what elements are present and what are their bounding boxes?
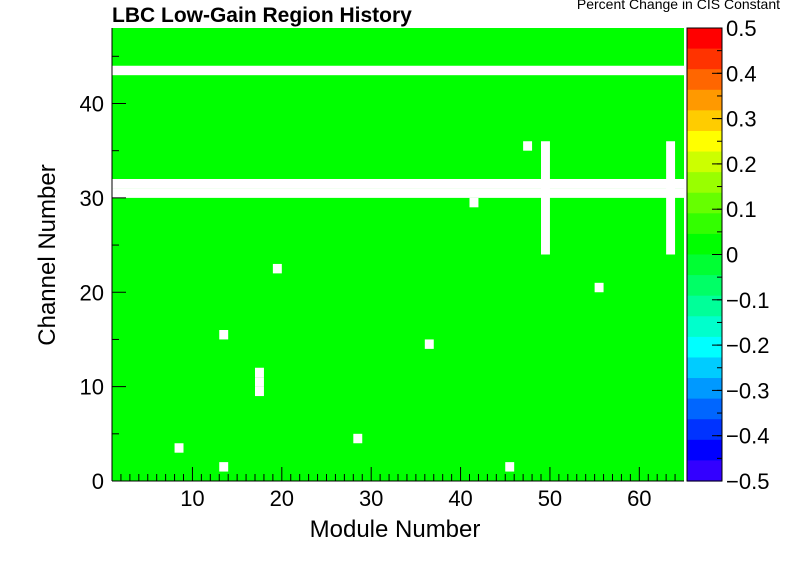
z-tick-label: 0	[726, 243, 738, 268]
x-tick-label: 50	[538, 486, 562, 511]
heatmap-fill	[112, 28, 684, 481]
chart-title: LBC Low-Gain Region History	[112, 4, 412, 27]
empty-row-channel-43	[112, 65, 684, 76]
palette-segment	[687, 151, 722, 173]
empty-cell-m19-ch22	[272, 263, 282, 274]
z-axis-title: Percent Change in CIS Constant	[576, 0, 780, 12]
empty-row-channel-31	[112, 179, 684, 189]
empty-cell-m17-ch10	[255, 377, 264, 387]
empty-cell-m36-ch14	[424, 339, 434, 349]
palette-segment	[687, 419, 722, 441]
empty-cell-m45-ch1	[505, 462, 515, 472]
z-tick-label: 0.2	[726, 152, 757, 177]
palette-segment	[687, 89, 722, 111]
z-tick-label: 0.3	[726, 107, 757, 132]
x-tick-label: 10	[180, 486, 204, 511]
palette-segment	[687, 130, 722, 153]
palette-segment	[687, 398, 722, 420]
palette-segment	[687, 439, 722, 462]
z-tick-label: −0.4	[726, 424, 769, 449]
empty-cell-m28-ch4	[353, 433, 363, 444]
palette-segment	[687, 254, 722, 276]
z-tick-label: −0.3	[726, 378, 769, 403]
y-tick-label: 0	[92, 469, 104, 494]
empty-cell-m41-ch29	[469, 197, 479, 208]
z-tick-label: −0.2	[726, 333, 769, 358]
empty-cells-module-63	[666, 141, 676, 255]
y-tick-label: 30	[80, 186, 104, 211]
palette-segment	[687, 275, 722, 297]
y-tick-label: 20	[80, 280, 104, 305]
empty-cell-m13-ch1	[219, 462, 229, 472]
axes: 10 20 30 40 50 60 0 10 20 30 40	[80, 28, 684, 511]
palette-segment	[687, 213, 722, 235]
palette-segment	[687, 48, 722, 70]
z-tick-label: 0.1	[726, 197, 757, 222]
palette-segment	[687, 192, 722, 214]
x-axis-title: Module Number	[310, 516, 481, 543]
y-tick-label: 10	[80, 375, 104, 400]
palette-segment	[687, 172, 722, 194]
empty-cell-m8-ch3	[174, 443, 184, 453]
palette-segment	[687, 69, 722, 91]
empty-cells-module-49	[541, 141, 550, 255]
x-tick-label: 40	[448, 486, 472, 511]
empty-cell-m13-ch15	[219, 330, 229, 340]
palette-segment	[687, 378, 722, 400]
palette-segment	[687, 460, 722, 482]
palette-segment	[687, 295, 722, 317]
plot-area	[112, 28, 684, 481]
z-tick-label: 0.5	[726, 16, 757, 41]
palette-segment	[687, 110, 722, 132]
palette-segment	[687, 233, 722, 256]
empty-cell-m47-ch35	[523, 141, 533, 151]
empty-row-channel-30	[112, 188, 684, 198]
x-tick-label: 60	[627, 486, 651, 511]
empty-cell-m17-ch9	[255, 386, 264, 397]
palette-segment	[687, 336, 722, 359]
y-tick-label: 40	[80, 92, 104, 117]
y-axis-title: Channel Number	[34, 164, 61, 345]
x-tick-label: 30	[359, 486, 383, 511]
palette-segment	[687, 28, 722, 50]
color-palette: 0.5 0.4 0.3 0.2 0.1 0 −0.1 −0.2 −0.3 −0.4 −0.5	[686, 16, 769, 494]
x-tick-label: 20	[270, 486, 294, 511]
empty-cell-m55-ch20	[594, 282, 604, 293]
z-tick-label: −0.1	[726, 288, 769, 313]
palette-segment	[687, 357, 722, 379]
palette-segment	[687, 316, 722, 338]
z-tick-label: −0.5	[726, 469, 769, 494]
empty-cell-m17-ch11	[255, 367, 264, 378]
z-tick-label: 0.4	[726, 61, 757, 86]
